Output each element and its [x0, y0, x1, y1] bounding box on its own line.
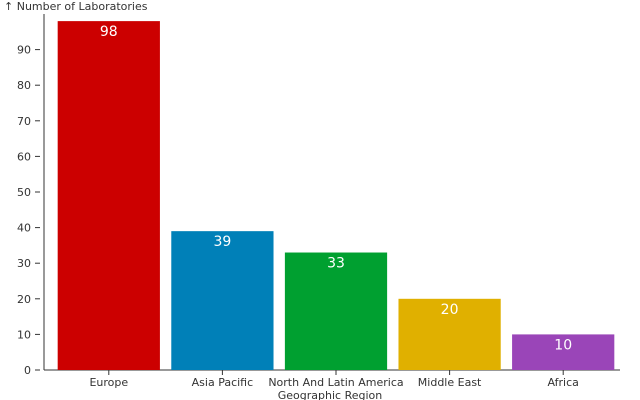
bar-value-label: 98 [100, 24, 118, 40]
x-tick-label: Asia Pacific [192, 376, 254, 389]
bar-value-label: 20 [441, 302, 459, 318]
bars-group: 98 39 33 20 10 [57, 21, 615, 371]
x-tick-label: Europe [89, 376, 128, 389]
y-tick-label: 90 [17, 44, 31, 57]
y-tick-label: 70 [17, 115, 31, 128]
x-tick-label: North And Latin America [268, 376, 403, 389]
bar [284, 252, 388, 370]
y-tick-label: 0 [24, 364, 31, 377]
y-tick-label: 40 [17, 222, 31, 235]
y-tick-label: 30 [17, 257, 31, 270]
y-axis-title: ↑ Number of Laboratories [4, 0, 148, 13]
bar [398, 298, 501, 370]
y-tick-label: 20 [17, 293, 31, 306]
bar-value-label: 33 [327, 256, 345, 272]
y-axis-ticks: 0 10 20 30 40 50 60 70 80 90 [17, 44, 40, 377]
bar [512, 334, 615, 370]
bar-value-label: 39 [213, 234, 231, 250]
bar [57, 21, 160, 371]
x-tick-label: Africa [548, 376, 579, 389]
x-axis-ticks: Europe Asia Pacific North And Latin Americ… [89, 370, 579, 389]
y-tick-label: 10 [17, 328, 31, 341]
y-tick-label: 80 [17, 79, 31, 92]
bar-value-label: 10 [554, 337, 572, 353]
y-tick-label: 50 [17, 186, 31, 199]
bar [171, 231, 274, 370]
x-axis-title: Geographic Region [278, 389, 383, 400]
y-tick-label: 60 [17, 150, 31, 163]
x-tick-label: Middle East [418, 376, 482, 389]
